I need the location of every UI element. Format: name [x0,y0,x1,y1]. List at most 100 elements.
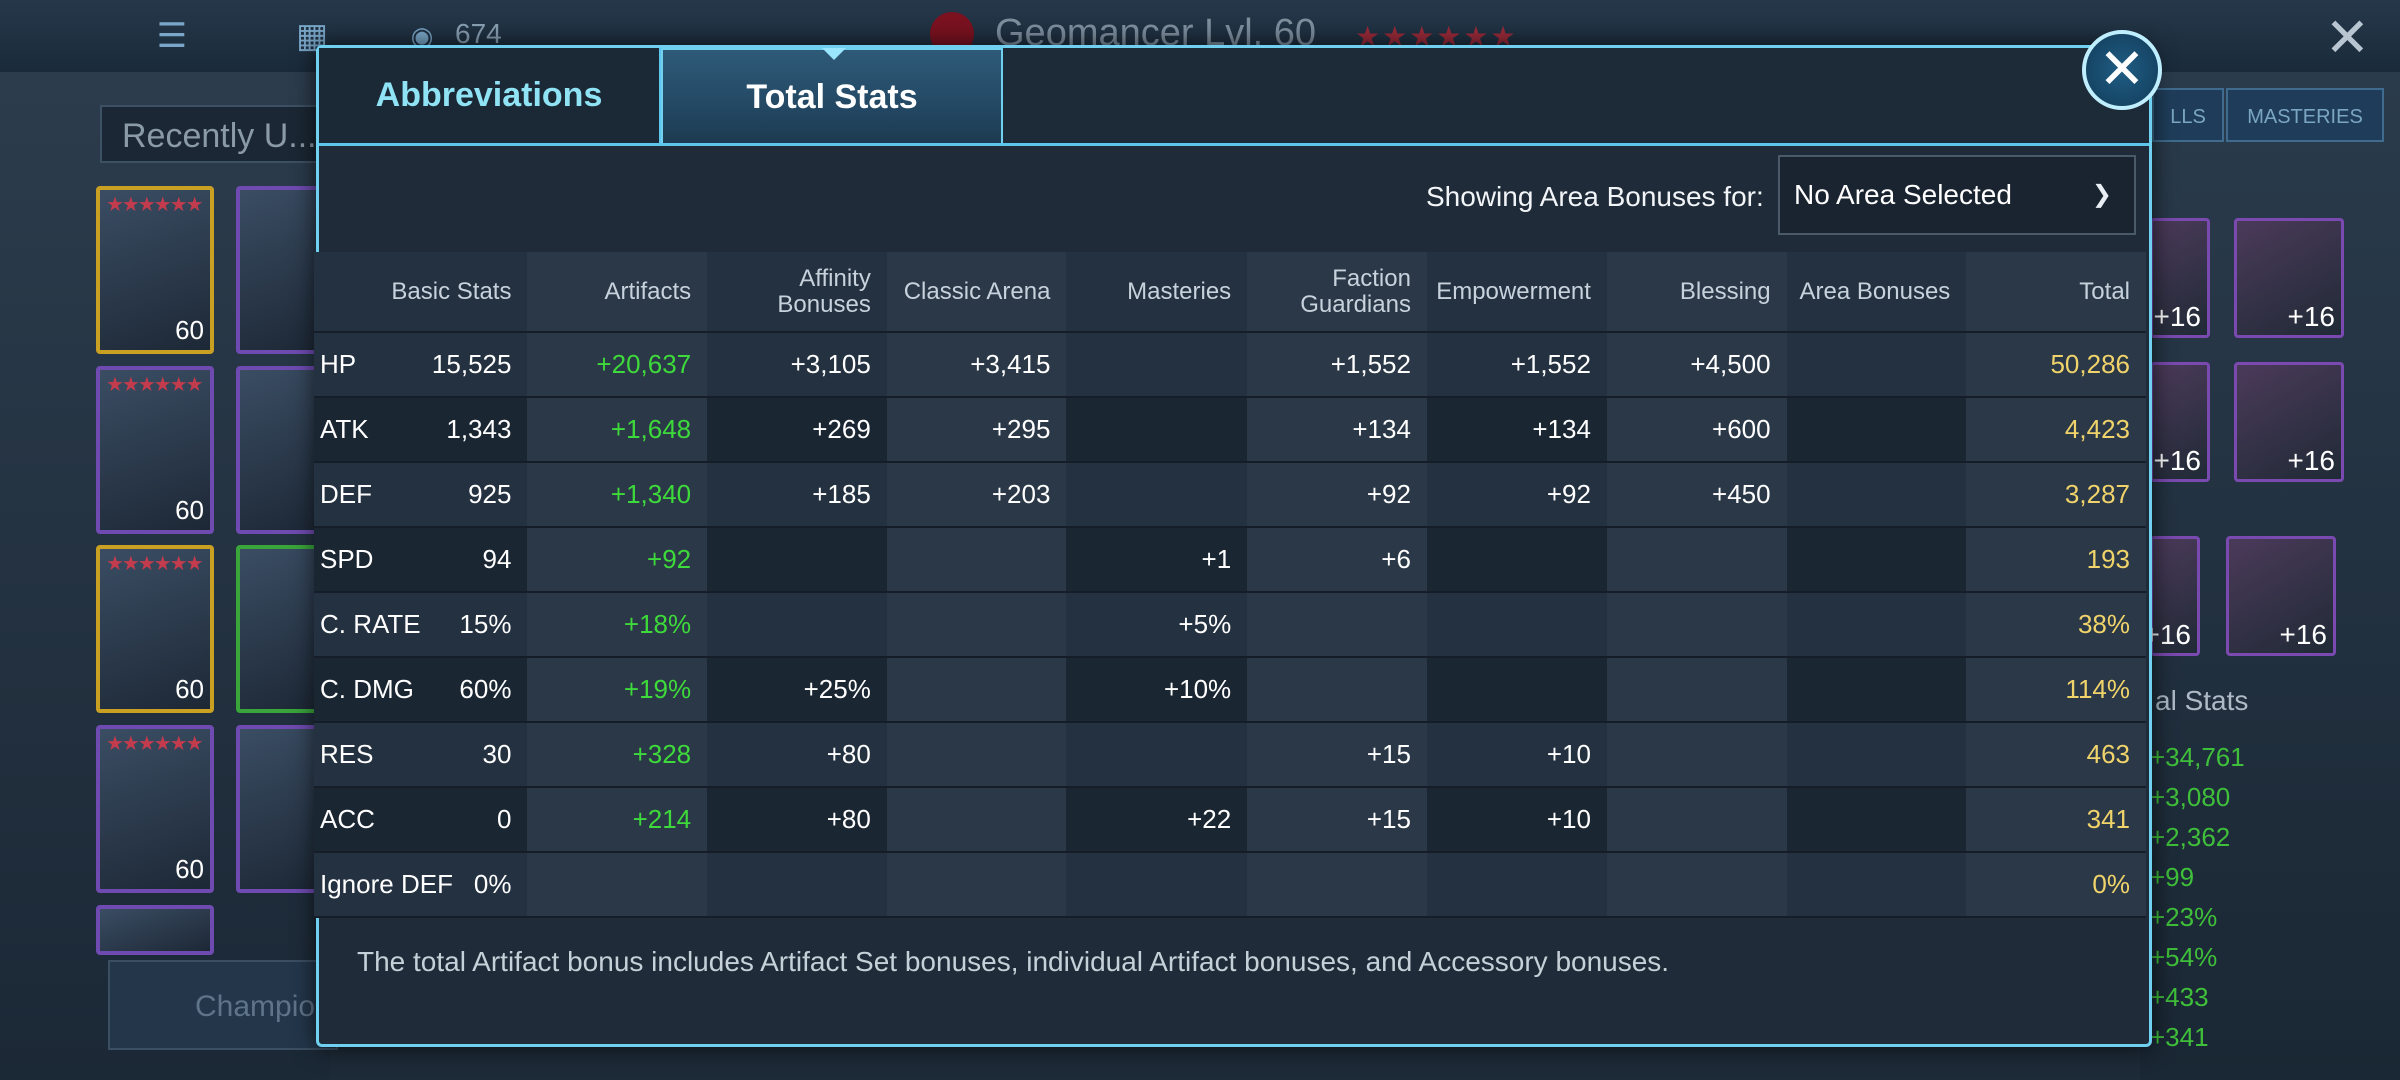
champion-card[interactable] [96,905,214,955]
gear-level: +16 [2153,445,2202,476]
stat-masteries-cell: +22 [1066,787,1248,853]
stat-arena-cell [886,722,1067,788]
stat-basic-cell: ACC 0 [314,787,528,853]
stat-arena-cell: +3,415 [886,332,1067,398]
column-header: Blessing [1606,252,1787,333]
champion-card[interactable]: ★★★★★★ 60 [96,545,214,713]
stat-arena-cell [886,657,1067,723]
tab-abbreviations[interactable]: Abbreviations [319,48,661,143]
stat-basic-value: 1,343 [446,414,512,444]
stat-masteries-cell [1066,852,1248,918]
total-stat-value: +341 [2150,1022,2209,1052]
active-tab-indicator-icon [822,48,846,60]
table-row: ACC 0 +214 +80 +22 +15 +10 341 [314,787,2146,853]
gear-level: +16 [2287,445,2336,476]
stat-empowerment-cell: +10 [1426,722,1607,788]
stat-empowerment-cell: +134 [1426,397,1607,463]
stat-basic-value: 0 [496,804,512,834]
stat-affinity-cell [707,592,887,658]
stat-arena-cell [886,527,1067,593]
stat-name: DEF [320,479,372,509]
stat-artifacts-cell: +328 [527,722,708,788]
stat-area-cell [1786,592,1967,658]
champion-card[interactable] [236,725,326,893]
table-row: C. DMG 60% +19% +25% +10% 114% [314,657,2146,723]
gear-slot[interactable]: +16 [2226,536,2336,656]
stat-empowerment-cell: +10 [1426,787,1607,853]
table-row: HP 15,525 +20,637 +3,105 +3,415 +1,552 +1,552 +… [314,332,2146,398]
stat-empowerment-cell [1426,592,1607,658]
gear-slot[interactable]: +16 [2150,218,2210,338]
stats-table-body: HP 15,525 +20,637 +3,105 +3,415 +1,552 +1,552 +… [314,332,2146,918]
stat-total-cell: 3,287 [1966,462,2146,528]
stat-artifacts-cell: +18% [527,592,708,658]
stat-name: Ignore DEF [320,869,453,899]
column-header: Basic Stats [314,252,528,333]
area-bonus-label: Showing Area Bonuses for: [1426,181,1764,212]
stat-arena-cell: +295 [886,397,1067,463]
gear-slot[interactable]: +16 [2150,362,2210,482]
stat-blessing-cell [1606,722,1787,788]
stat-blessing-cell: +450 [1606,462,1787,528]
column-header: Classic Arena [886,252,1067,333]
menu-bars-icon[interactable]: ☰ [156,17,188,55]
stat-affinity-cell: +3,105 [707,332,887,398]
total-stat-value: +54% [2150,942,2218,972]
stat-affinity-cell: +269 [707,397,887,463]
champion-search-input[interactable]: Recently U... [100,105,340,163]
stat-total-cell: 4,423 [1966,397,2146,463]
gear-slot[interactable]: +16 [2144,536,2200,656]
stat-basic-value: 15,525 [431,349,512,379]
stat-name: RES [320,739,374,769]
stat-name: C. RATE [320,609,421,639]
tab-masteries[interactable]: MASTERIES [2226,88,2384,142]
stat-arena-cell [886,852,1067,918]
stat-name: SPD [320,544,374,574]
stat-affinity-cell: +185 [707,462,887,528]
champion-card[interactable] [236,186,326,354]
close-modal-button[interactable]: ✕ [2082,30,2162,110]
champion-card[interactable] [236,366,326,534]
table-row: RES 30 +328 +80 +15 +10 463 [314,722,2146,788]
gear-slot[interactable]: +16 [2234,218,2344,338]
stat-faction-cell: +15 [1247,787,1427,853]
stat-blessing-cell [1606,787,1787,853]
area-select-dropdown[interactable]: No Area Selected ❯ [1778,155,2136,235]
stat-masteries-cell [1066,722,1248,788]
card-level: 60 [175,854,204,884]
champion-card[interactable]: ★★★★★★ 60 [96,366,214,534]
stat-artifacts-cell [527,852,708,918]
bag-icon: ◉ [410,21,434,51]
close-screen-icon[interactable]: ✕ [2324,8,2370,68]
champion-card[interactable]: ★★★★★★ 60 [96,186,214,354]
stat-name: C. DMG [320,674,414,704]
area-select-value: No Area Selected [1794,179,2012,210]
stat-basic-cell: C. RATE 15% [314,592,528,658]
stat-total-cell: 38% [1966,592,2146,658]
table-row: DEF 925 +1,340 +185 +203 +92 +92 +450 3,287 [314,462,2146,528]
champion-card[interactable] [236,545,326,713]
tab-skills[interactable]: LLS [2152,88,2224,142]
stat-empowerment-cell: +92 [1426,462,1607,528]
champion-card[interactable]: ★★★★★★ 60 [96,725,214,893]
stat-artifacts-cell: +1,648 [527,397,708,463]
stat-area-cell [1786,332,1967,398]
gear-slot[interactable]: +16 [2234,362,2344,482]
tab-total-stats[interactable]: Total Stats [661,48,1003,143]
stat-empowerment-cell [1426,527,1607,593]
stat-faction-cell: +6 [1247,527,1427,593]
stat-artifacts-cell: +19% [527,657,708,723]
close-icon: ✕ [2098,37,2146,100]
column-header: Faction Guardians [1247,252,1427,333]
total-stat-value: +34,761 [2150,742,2245,772]
stat-masteries-cell: +10% [1066,657,1248,723]
table-row: SPD 94 +92 +1 +6 193 [314,527,2146,593]
stat-area-cell [1786,852,1967,918]
column-header: Area Bonuses [1786,252,1967,333]
champions-button[interactable]: Champio [108,960,338,1050]
card-level: 60 [175,495,204,525]
stat-area-cell [1786,787,1967,853]
stat-name: HP [320,349,357,379]
stat-blessing-cell [1606,657,1787,723]
stat-masteries-cell [1066,332,1248,398]
